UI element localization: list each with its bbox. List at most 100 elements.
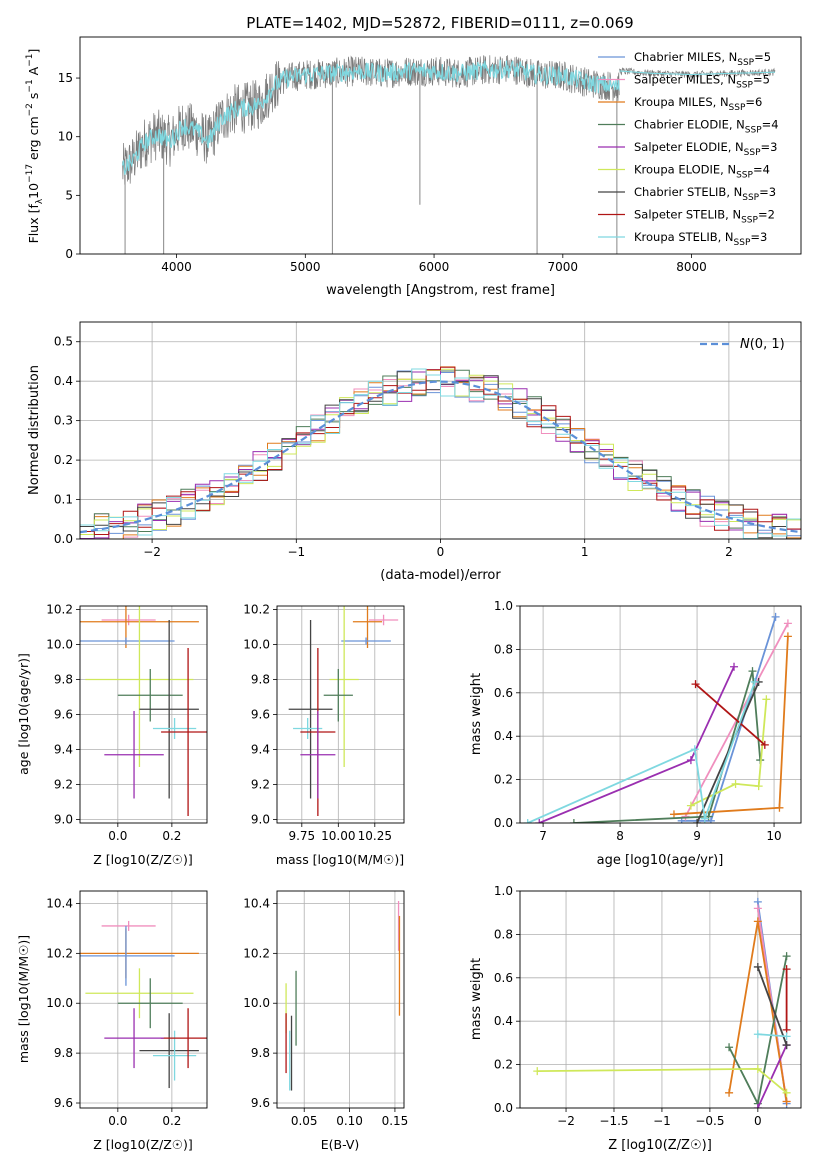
spectrum-plot-area [121, 55, 776, 254]
y-tick-label: 9.8 [251, 673, 270, 687]
x-axis-label: Z [log10(Z/Z☉)] [93, 852, 193, 867]
weight-marker [706, 816, 715, 823]
y-tick-label: 10.2 [46, 946, 73, 960]
weight-series [681, 616, 777, 822]
y-tick-label: 9.4 [251, 743, 270, 757]
x-axis-label: E(B-V) [321, 1137, 360, 1152]
weight-marker [700, 814, 709, 823]
label-part: −17 [25, 164, 35, 183]
x-tick-label: 0.0 [108, 1114, 127, 1128]
label-part: N [740, 337, 750, 352]
axes-frame [79, 605, 208, 824]
y-tick-label: 1.0 [494, 884, 513, 898]
y-tick-label: 10.2 [243, 946, 270, 960]
weight-marker [782, 1097, 791, 1106]
weight-marker [686, 801, 695, 810]
y-axis-label: age [log10(age/yr)] [16, 653, 31, 775]
label-part: Salpeter STELIB, N [634, 208, 741, 222]
label-part: SSP [745, 126, 762, 136]
y-axis-label: Flux [fλ10−17 erg cm−2 s−1 A−1] [25, 49, 45, 244]
x-tick-label: 0 [437, 545, 445, 559]
label-part: −1 [25, 79, 35, 92]
weight-plot-area [523, 612, 792, 823]
weight-marker [771, 612, 780, 621]
weight-plot-area [533, 897, 791, 1108]
weight-marker [753, 1030, 762, 1039]
label-part: SSP [742, 193, 759, 203]
x-tick-label: 0.0 [108, 829, 127, 843]
label-part: 10 [26, 183, 41, 199]
y-tick-label: 0.0 [494, 816, 513, 830]
age-vs-metallicity-panel: 0.0 0.2 9.0 9.2 9.4 9.6 9.8 10.0 10.2 Z [log10(Z/… [16, 603, 208, 867]
label-part: Salpeter MILES, N [634, 73, 736, 87]
y-axis-label: Normed distribution [27, 365, 42, 495]
x-tick-label: 8 [616, 829, 624, 843]
label-part: Chabrier STELIB, N [634, 185, 742, 199]
label-part: Kroupa ELODIE, N [634, 163, 736, 177]
y-tick-label: 0.5 [54, 335, 73, 349]
y-tick-label: 0.0 [494, 1101, 513, 1115]
y-tick-label: 15 [58, 71, 73, 85]
x-tick-label: −2 [557, 1114, 575, 1128]
legend-label: N(0, 1) [740, 337, 785, 352]
label-part: =2 [758, 208, 775, 222]
y-tick-label: 9.2 [54, 778, 73, 792]
x-tick-label: 6000 [419, 260, 450, 274]
x-axis-label: age [log10(age/yr)] [597, 853, 724, 868]
label-part: =6 [745, 95, 762, 109]
y-tick-label: 0.2 [54, 453, 73, 467]
weight-marker [523, 819, 532, 823]
label-part: =3 [759, 185, 776, 199]
y-tick-label: 9.6 [54, 708, 73, 722]
y-tick-label: 9.2 [251, 778, 270, 792]
x-tick-label: 4000 [161, 260, 192, 274]
weight-marker [691, 680, 700, 689]
label-part: Kroupa STELIB, N [634, 230, 734, 244]
weight-marker [686, 756, 695, 765]
label-part: SSP [734, 238, 751, 248]
y-tick-label: 1.0 [494, 599, 513, 613]
y-tick-label: 0.4 [494, 729, 513, 743]
age-vs-mass-panel: 9.75 10.00 10.25 9.0 9.2 9.4 9.6 9.8 10.0 10.2 mas… [243, 603, 405, 867]
weight-series [573, 670, 762, 823]
y-tick-label: 10.0 [243, 996, 270, 1010]
x-tick-label: 0.10 [336, 1114, 363, 1128]
y-tick-label: 9.8 [54, 673, 73, 687]
observed-spectrum-red [619, 67, 776, 80]
label-part: =4 [762, 118, 779, 132]
label-part: SSP [741, 216, 758, 226]
residual-histogram-panel: −2 −1 0 1 2 0.0 0.1 0.2 0.3 0.4 0.5 (data-model)/er… [27, 321, 802, 583]
gaussian-curve [80, 380, 801, 534]
y-tick-label: 0.4 [54, 374, 73, 388]
label-part: =3 [761, 140, 778, 154]
weight-series [696, 681, 760, 823]
legend-label: Chabrier MILES, NSSP=5 [634, 50, 771, 68]
weight-vs-age-panel: 7 8 9 10 0.0 0.2 0.4 0.6 0.8 1.0 age [log10(age/yr… [469, 599, 802, 868]
legend-label: Chabrier ELODIE, NSSP=4 [634, 118, 779, 136]
x-tick-label: 2 [725, 545, 733, 559]
label-part: Chabrier MILES, N [634, 50, 737, 64]
weight-marker [753, 1064, 762, 1073]
x-tick-label: 0.2 [162, 829, 181, 843]
x-axis-label: Z [log10(Z/Z☉)] [608, 1138, 712, 1153]
weight-marker [533, 1067, 542, 1076]
y-tick-label: 10.0 [46, 638, 73, 652]
y-tick-label: 9.0 [251, 813, 270, 827]
y-tick-label: 0.6 [494, 686, 513, 700]
y-tick-label: 10.0 [46, 996, 73, 1010]
y-tick-label: 0.1 [54, 493, 73, 507]
y-axis-label: mass weight [469, 673, 484, 755]
x-tick-label: −2 [143, 545, 161, 559]
label-part: erg cm [26, 116, 41, 164]
y-tick-label: 0.0 [54, 532, 73, 546]
weight-series [757, 1033, 787, 1038]
label-part: λ [35, 198, 45, 204]
legend-label: Kroupa MILES, NSSP=6 [634, 95, 762, 113]
y-tick-label: 10.2 [46, 603, 73, 617]
axes-frame [519, 605, 802, 824]
axes-frame [79, 890, 208, 1109]
weight-series [756, 966, 788, 1046]
x-tick-label: 0.2 [162, 1114, 181, 1128]
label-part: Salpeter ELODIE, N [634, 140, 744, 154]
